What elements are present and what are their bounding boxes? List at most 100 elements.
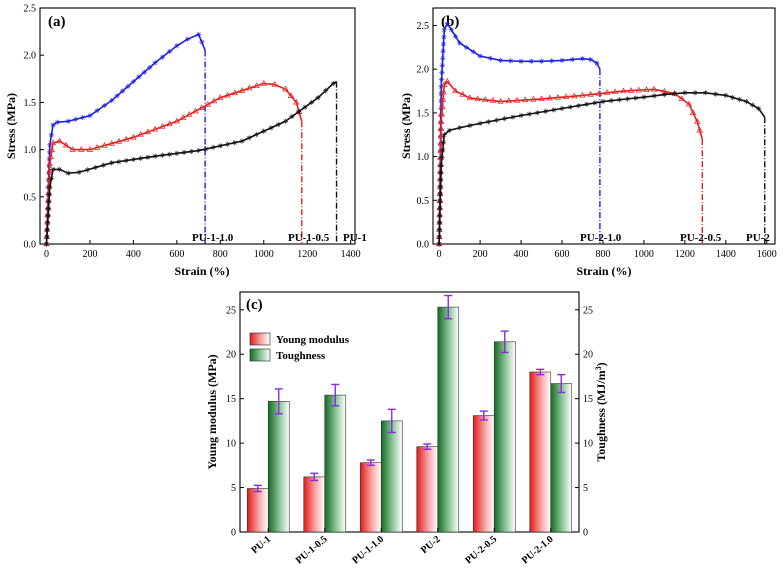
series-point [144,128,152,135]
left-y-tick-label: 15 [226,394,236,405]
series-point [94,144,101,150]
legend-label-young-modulus: Young modulus [276,334,350,346]
series-point [603,89,611,95]
series-line-pu-1 [45,80,337,245]
series-point [477,120,483,126]
panel-b-annotation-pu-2: PU-2 [746,232,770,244]
series-point [608,98,614,104]
series-point [696,126,703,133]
series-point [440,48,446,54]
series-point [136,74,142,80]
series-point [238,87,246,93]
panel-a-annotation-pu-1-1-0: PU-1-1.0 [192,232,234,244]
series-point [569,56,575,63]
series-point [530,95,537,102]
series-point [702,90,708,96]
x-tick-label: 800 [595,249,610,260]
series-point [130,133,137,140]
series-point [730,94,736,101]
series-point [438,110,446,117]
series-point [643,86,650,92]
series-point [546,94,553,101]
series-point [47,184,53,190]
legend-swatch-young-modulus [249,332,271,346]
series-point [109,97,115,104]
series-point [195,147,202,154]
series-point [713,91,719,97]
bar-toughness [267,401,290,533]
series-point [271,80,278,87]
series-point [441,34,447,40]
series-point [579,56,586,62]
series-point [152,60,158,66]
series-point [192,107,199,114]
series-point [65,118,71,124]
bar-toughness [437,306,460,533]
series-point [47,153,55,159]
y-tick-label: 0.0 [24,240,37,251]
x-tick-label: 600 [169,249,184,260]
series-point [497,98,504,104]
series-line-pu-2 [438,91,766,245]
series-point [94,107,100,114]
series-point [49,139,57,146]
right-y-label-superscript: 3 [594,366,603,370]
right-y-tick-label: 15 [583,394,593,405]
series-pu-1 [43,80,338,247]
y-tick-label: 1.5 [417,108,430,119]
series-point [579,91,586,98]
series-point [437,219,443,226]
series-point [151,125,159,132]
series-point [756,105,762,112]
x-tick-label: 200 [473,249,488,260]
series-point [87,113,93,119]
series-point [441,81,448,88]
series-point [559,105,565,112]
series-point [152,153,158,159]
series-point [650,85,658,92]
right-y-tick-label: 5 [583,483,588,494]
series-point [620,87,627,94]
series-point [76,169,82,175]
series-point [685,100,693,107]
panel-a: (a) 0 200 400 600 800 1000 1200 1400 0.0 0.5 1.0 1… [4,4,367,279]
series-point [446,127,452,133]
panel-c-right-y-ticks: 0 5 10 15 20 25 [575,305,593,539]
series-point [48,146,56,153]
series-pu-2-0-5 [435,77,704,247]
series-point [123,158,129,164]
series-point [167,48,173,55]
series-point [588,56,594,63]
series-point [210,97,218,104]
series-point [441,27,447,33]
series-point [141,69,147,75]
series-point [493,117,500,123]
panel-b-x-ticks: 0 200 400 600 800 1000 1200 1400 1600 [437,240,777,260]
series-point [289,113,295,120]
series-point [444,77,451,84]
series-point [439,96,447,102]
series-point [159,54,165,60]
series-point [459,91,466,97]
series-point [485,119,491,125]
bar-group-pu-1 [246,388,290,533]
panel-c-left-y-ticks: 0 5 10 15 20 25 [226,305,244,539]
series-point [56,166,63,173]
series-point [174,43,180,49]
x-tick-label: 200 [82,249,97,260]
series-point [440,41,447,47]
y-tick-label: 2.5 [417,21,430,32]
series-point [521,96,529,103]
panel-c-legend: Young modulus Toughness [249,332,350,362]
y-tick-label: 0.5 [417,196,430,207]
series-point [467,122,473,129]
series-pu-1-0-5 [43,80,303,247]
right-y-label-prefix: Toughness (MJ/m [594,370,608,461]
x-tick-label: 0 [437,249,442,260]
series-point [217,143,223,149]
series-point [167,151,173,157]
series-point [463,44,470,50]
series-point [452,87,459,94]
series-point [46,160,53,166]
